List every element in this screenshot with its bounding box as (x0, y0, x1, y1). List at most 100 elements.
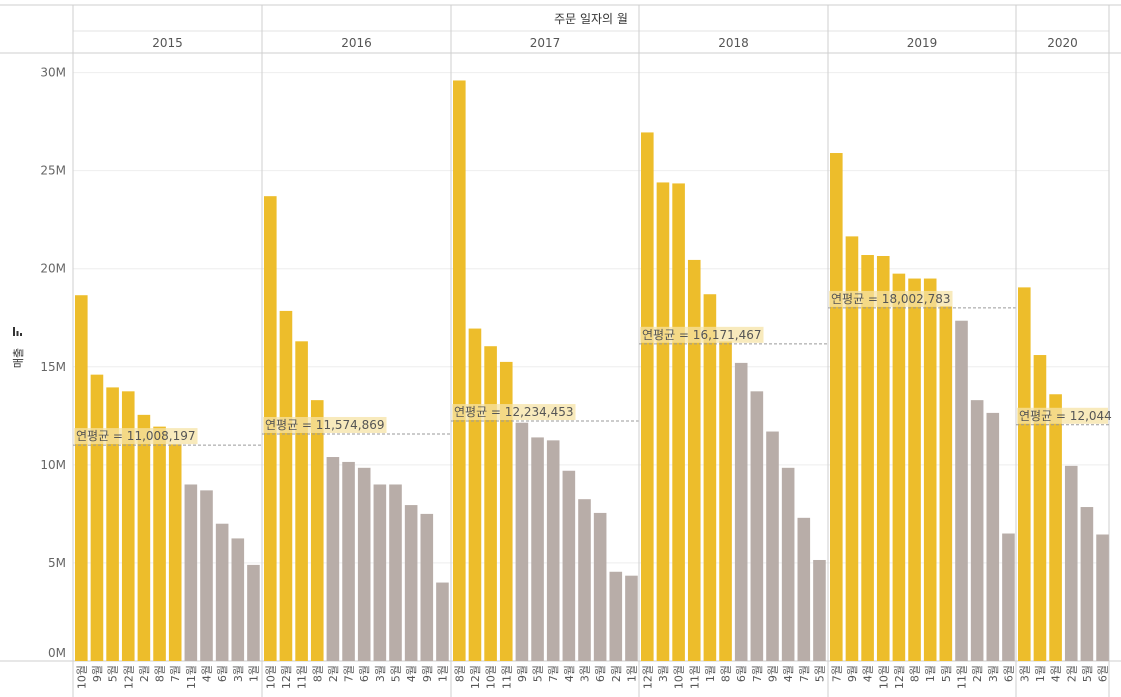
x-tick-label: 10월 (673, 665, 686, 689)
bar[interactable] (955, 320, 968, 661)
average-label-background (74, 428, 198, 445)
x-tick-label: 1월 (924, 665, 937, 682)
bar[interactable] (484, 346, 497, 661)
bar[interactable] (404, 505, 418, 661)
bar[interactable] (813, 559, 826, 661)
bar[interactable] (734, 362, 748, 661)
bar[interactable] (750, 391, 764, 661)
bar[interactable] (342, 461, 355, 661)
average-label: 연평균 = 11,008,197 (76, 429, 196, 443)
panel-2019: 2019 7월 9월 4월 10월 12월 8월 1월 5월 11월 2월 3월 6월 연평균 = 18,… (827, 5, 1016, 697)
bar[interactable] (939, 306, 953, 661)
x-tick-label: 6월 (1097, 665, 1110, 682)
average-label-background (263, 416, 387, 433)
bar[interactable] (609, 571, 623, 661)
x-tick-label: 10월 (264, 665, 277, 689)
x-tick-label: 2월 (327, 665, 340, 682)
y-tick-label: 0M (48, 646, 66, 660)
x-tick-label: 4월 (405, 665, 418, 682)
bar[interactable] (1018, 287, 1031, 661)
bar[interactable] (625, 575, 638, 661)
bar[interactable] (279, 310, 293, 661)
x-tick-label: 3월 (232, 665, 245, 682)
bar[interactable] (797, 517, 811, 661)
x-tick-label: 9월 (846, 665, 859, 682)
bar[interactable] (1080, 507, 1094, 661)
bar[interactable] (75, 295, 88, 661)
bar[interactable] (200, 490, 213, 661)
bar[interactable] (892, 273, 906, 661)
y-tick-label: 5M (48, 556, 66, 570)
bar[interactable] (106, 387, 119, 661)
panel-2017: 2017 8월 12월 10월 11월 9월 5월 7월 4월 3월 6월 2월 1월 연평균 = 12,… (450, 5, 639, 697)
bar[interactable] (1064, 465, 1078, 661)
bar[interactable] (641, 132, 654, 661)
bar[interactable] (184, 484, 198, 661)
bar[interactable] (1049, 394, 1062, 661)
bar[interactable] (861, 255, 874, 661)
bar[interactable] (121, 391, 135, 661)
bar[interactable] (295, 341, 308, 661)
bar[interactable] (468, 328, 482, 661)
x-tick-label: 10월 (877, 665, 890, 689)
bar[interactable] (766, 431, 779, 661)
grid-lines (0, 4, 1121, 662)
y-tick-label: 30M (40, 66, 66, 80)
bar[interactable] (231, 538, 245, 661)
bar[interactable] (357, 467, 371, 661)
bar[interactable] (908, 278, 921, 661)
bar[interactable] (515, 422, 529, 661)
bar[interactable] (876, 255, 890, 662)
bar[interactable] (656, 182, 670, 661)
bar[interactable] (845, 236, 859, 661)
bar[interactable] (687, 259, 701, 661)
bar[interactable] (593, 512, 607, 661)
bar[interactable] (986, 412, 1000, 661)
bar[interactable] (719, 341, 732, 661)
x-tick-label: 3월 (579, 665, 592, 682)
bar[interactable] (1096, 534, 1109, 661)
bar[interactable] (562, 470, 576, 661)
x-tick-label: 8월 (909, 665, 922, 682)
bar[interactable] (90, 374, 104, 661)
x-tick-label: 12월 (893, 665, 906, 689)
bar[interactable] (546, 440, 560, 661)
bar[interactable] (781, 467, 795, 661)
bar[interactable] (168, 444, 182, 661)
bar[interactable] (1002, 533, 1015, 661)
bar[interactable] (578, 499, 591, 661)
x-tick-label: 2월 (1065, 665, 1078, 682)
average-label: 연평균 = 12,234,453 (454, 405, 574, 419)
bar[interactable] (137, 414, 151, 661)
bar[interactable] (420, 513, 434, 661)
bar[interactable] (453, 80, 466, 661)
x-tick-label: 12월 (469, 665, 482, 689)
bar[interactable] (923, 278, 937, 661)
bar[interactable] (1033, 355, 1047, 661)
x-tick-label: 7월 (547, 665, 560, 682)
bar[interactable] (153, 426, 166, 661)
year-header-label: 2016 (341, 36, 372, 50)
bar[interactable] (531, 437, 544, 661)
bar[interactable] (970, 400, 984, 661)
x-tick-label: 11월 (956, 665, 969, 689)
bar[interactable] (326, 457, 340, 661)
bar[interactable] (310, 400, 324, 661)
bar[interactable] (436, 582, 449, 661)
bar[interactable] (499, 361, 513, 661)
x-tick-label: 1월 (1034, 665, 1047, 682)
bar[interactable] (703, 294, 717, 661)
x-tick-label: 7월 (169, 665, 182, 682)
bar[interactable] (373, 484, 387, 661)
bar[interactable] (830, 153, 843, 661)
x-tick-label: 12월 (122, 665, 135, 689)
bar[interactable] (215, 523, 229, 661)
x-tick-label: 7월 (798, 665, 811, 682)
bar[interactable] (247, 564, 260, 661)
x-tick-label: 2월 (610, 665, 623, 682)
bar[interactable] (672, 183, 685, 661)
x-tick-label: 11월 (500, 665, 513, 689)
y-tick-label: 20M (40, 262, 66, 276)
bar[interactable] (389, 484, 402, 661)
